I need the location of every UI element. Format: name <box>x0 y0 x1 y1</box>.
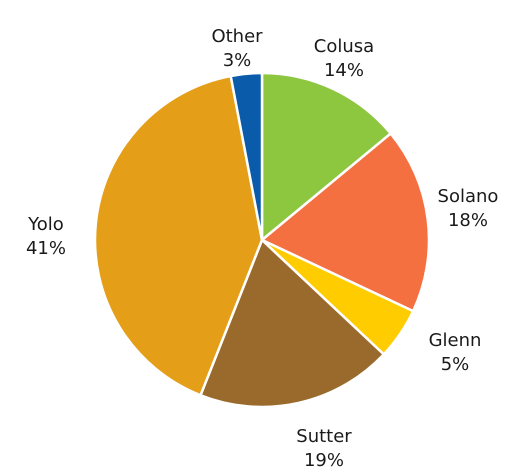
slice-label-solano: Solano 18% <box>438 186 499 231</box>
slice-name-glenn: Glenn <box>429 330 482 351</box>
pie-slice-other <box>229 71 264 242</box>
slice-label-other: Other 3% <box>211 26 263 71</box>
slice-percent-other: 3% <box>223 50 252 71</box>
pie-slice-colusa <box>260 71 392 242</box>
slice-label-sutter: Sutter 19% <box>296 426 352 471</box>
slice-name-other: Other <box>211 26 263 47</box>
slice-label-yolo: Yolo 41% <box>26 214 66 259</box>
slice-label-glenn: Glenn 5% <box>429 330 482 375</box>
slice-percent-sutter: 19% <box>304 450 344 471</box>
slice-name-sutter: Sutter <box>296 426 352 447</box>
slice-name-solano: Solano <box>438 186 499 207</box>
labels-layer: Colusa 14% Solano 18% Glenn 5% Sutter 19% Yolo 41… <box>26 26 498 471</box>
slice-label-colusa: Colusa 14% <box>314 36 374 81</box>
slice-percent-solano: 18% <box>448 210 488 231</box>
slice-percent-yolo: 41% <box>26 238 66 259</box>
slice-percent-colusa: 14% <box>324 60 364 81</box>
pie-slice-solano <box>260 132 431 313</box>
pie-slice-yolo <box>93 74 264 397</box>
slice-percent-glenn: 5% <box>441 354 470 375</box>
slices-layer <box>93 71 431 409</box>
slice-name-colusa: Colusa <box>314 36 374 57</box>
slice-name-yolo: Yolo <box>27 214 64 235</box>
